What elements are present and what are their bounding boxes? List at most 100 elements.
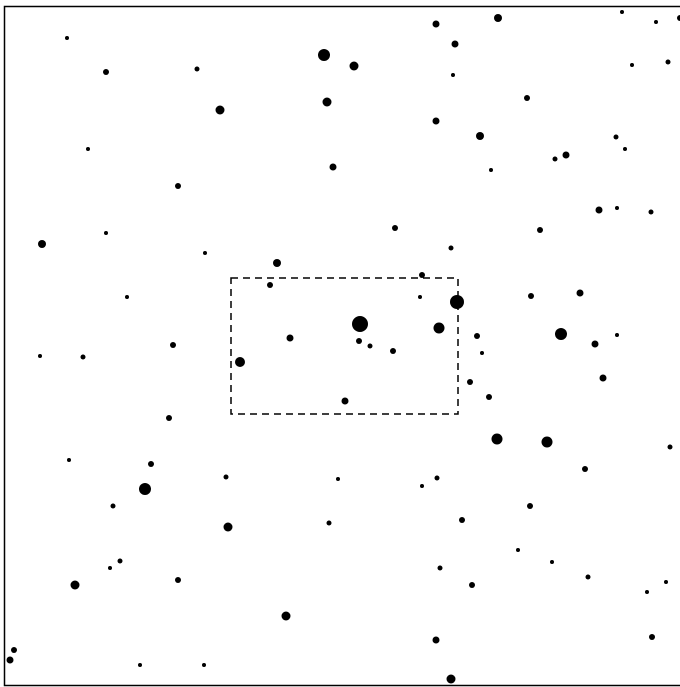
star (434, 475, 440, 481)
star (336, 477, 340, 481)
star (166, 415, 172, 421)
star (664, 580, 668, 584)
star (286, 334, 294, 342)
star (175, 577, 181, 583)
star (202, 663, 206, 667)
star (392, 225, 398, 231)
star (450, 295, 464, 309)
star (446, 674, 456, 684)
star (555, 328, 567, 340)
star (67, 458, 71, 462)
star (420, 484, 424, 488)
star (648, 209, 654, 215)
star (432, 636, 440, 644)
star (267, 282, 273, 288)
star (175, 183, 181, 189)
star (645, 590, 649, 594)
star (86, 147, 90, 151)
star (65, 36, 69, 40)
star (356, 338, 362, 344)
star (281, 611, 291, 621)
star (630, 63, 634, 67)
star (329, 163, 337, 171)
star (474, 333, 480, 339)
star (11, 647, 17, 653)
star (148, 461, 154, 467)
star (352, 316, 368, 332)
star (649, 634, 655, 640)
star (665, 59, 671, 65)
star (480, 351, 484, 355)
star (486, 394, 492, 400)
star (527, 503, 533, 509)
star (562, 151, 570, 159)
star (203, 251, 207, 255)
star (138, 663, 142, 667)
star (215, 105, 225, 115)
star (494, 14, 502, 22)
star (322, 97, 332, 107)
star (576, 289, 584, 297)
star (448, 245, 454, 251)
star (80, 354, 86, 360)
star (70, 580, 80, 590)
star (541, 436, 553, 448)
star (516, 548, 520, 552)
star (341, 397, 349, 405)
star (110, 503, 116, 509)
stars (6, 10, 680, 684)
frame (3, 5, 680, 687)
star (432, 117, 440, 125)
star (223, 474, 229, 480)
star (170, 342, 176, 348)
star (418, 295, 422, 299)
star (599, 374, 607, 382)
star (125, 295, 129, 299)
star (615, 206, 619, 210)
star (582, 466, 588, 472)
star (108, 566, 112, 570)
star (38, 354, 42, 358)
star (552, 156, 558, 162)
star (6, 656, 14, 664)
star (273, 259, 281, 267)
star (537, 227, 543, 233)
star (437, 565, 443, 571)
star (433, 322, 445, 334)
star (677, 15, 680, 21)
star (38, 240, 46, 248)
star (476, 132, 484, 140)
star (595, 206, 603, 214)
star (318, 49, 330, 61)
star (623, 147, 627, 151)
star (524, 95, 530, 101)
star (367, 343, 373, 349)
star (528, 293, 534, 299)
star (451, 73, 455, 77)
star (326, 520, 332, 526)
star (390, 348, 396, 354)
star (451, 40, 459, 48)
star (667, 444, 673, 450)
star (349, 61, 359, 71)
star (223, 522, 233, 532)
star (613, 134, 619, 140)
star (139, 483, 151, 495)
star (103, 69, 109, 75)
star (620, 10, 624, 14)
star (117, 558, 123, 564)
field-box (230, 277, 459, 415)
star (591, 340, 599, 348)
star (550, 560, 554, 564)
star (235, 357, 245, 367)
star (459, 517, 465, 523)
star (491, 433, 503, 445)
star (194, 66, 200, 72)
star (419, 272, 425, 278)
star (432, 20, 440, 28)
star (615, 333, 619, 337)
star (654, 20, 658, 24)
star (467, 379, 473, 385)
